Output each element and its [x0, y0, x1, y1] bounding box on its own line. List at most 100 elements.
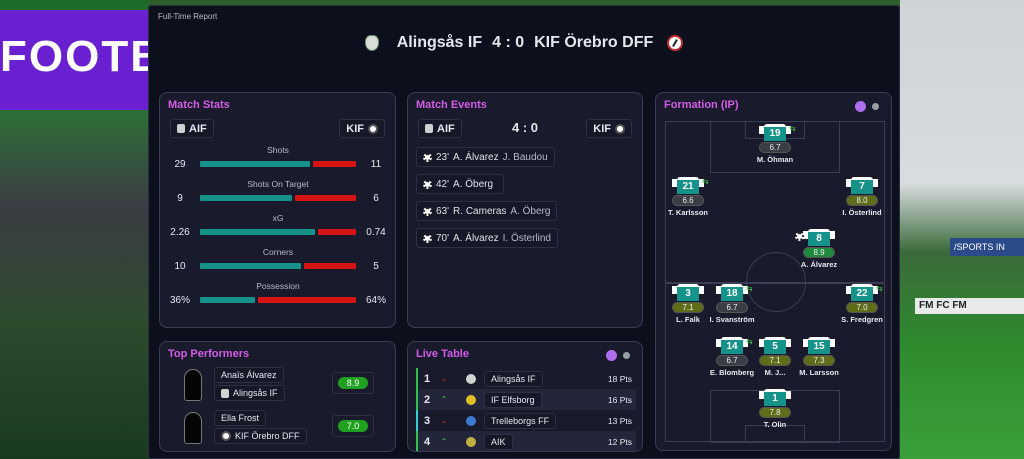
player-5[interactable]: 5 7.1 M. J... [745, 337, 805, 377]
shirt-icon: 19 [759, 124, 791, 141]
substitution-icon: ⇆ [746, 284, 753, 293]
table-position: 4 [423, 435, 431, 448]
player-rating: 7.8 [759, 407, 791, 418]
table-row[interactable]: 2 ⌃ IF Elfsborg 16 Pts [416, 389, 636, 410]
player-name: E. Blomberg [709, 368, 755, 377]
player-name: M. Öhman [756, 155, 794, 164]
event-assist: I. Österlind [502, 232, 551, 244]
top-performers-panel: Top Performers Anaïs Álvarez Alingsås IF… [159, 341, 396, 452]
player-rating: 8.0 [846, 195, 878, 206]
event-scorer: A. Álvarez [453, 232, 499, 244]
player-7[interactable]: 7 8.0 I. Österlind [832, 177, 892, 217]
name-text: Anaïs Álvarez [221, 370, 277, 380]
home-team-name: Alingsås IF [396, 34, 483, 51]
player-rating: 7.1 [672, 302, 704, 313]
avatar [184, 369, 202, 401]
away-bar [303, 263, 356, 269]
player-22[interactable]: 22 7.0 S. Fredgren ⇆ [832, 284, 892, 324]
player-3[interactable]: 3 7.1 L. Falk [658, 284, 718, 324]
player-8[interactable]: 8 8.9 A. Álvarez [789, 229, 849, 269]
shirt-number: 8 [816, 233, 822, 244]
stat-label: Corners [262, 247, 294, 257]
stat-label: Shots On Target [247, 179, 309, 189]
stat-away-value: 6 [373, 192, 379, 204]
player-rating: 7.0 [846, 302, 878, 313]
stat-label: Shots [267, 145, 289, 155]
goal-ball-icon [423, 179, 432, 189]
stat-home-value: 9 [177, 192, 183, 204]
stat-4: Possession 36% 64% [160, 281, 396, 307]
home-team-chip: AIF [418, 119, 462, 138]
avatar [184, 412, 202, 444]
home-bar [200, 297, 256, 303]
team-crest-icon [466, 436, 476, 447]
table-position: 2 [423, 393, 431, 406]
page-dot-active[interactable] [855, 101, 866, 112]
shirt-number: 22 [856, 288, 868, 299]
match-stats-panel: Match Stats AIF KIF Shots 29 11 Shots On… [159, 92, 396, 328]
event-scorer: A. Öberg [453, 178, 494, 190]
home-team-chip: AIF [170, 119, 214, 138]
table-position: 3 [423, 414, 431, 427]
player-21[interactable]: 21 6.6 T. Karlsson ⇆ [658, 177, 718, 217]
top-performer[interactable]: Anaïs Álvarez Alingsås IF 8.9 [160, 367, 396, 413]
goal-event[interactable]: 70' A. Álvarez I. Österlind [416, 228, 558, 248]
table-row[interactable]: 3 ⌄ Trelleborgs FF 13 Pts [416, 410, 636, 431]
performer-rating: 8.9 [338, 377, 368, 389]
table-team: Trelleborgs FF [484, 412, 557, 429]
player-1[interactable]: 1 7.8 T. Olin [745, 389, 805, 429]
stat-away-value: 5 [373, 260, 379, 272]
game-background-left: FOOTB [0, 0, 150, 459]
player-15[interactable]: 15 7.3 M. Larsson [789, 337, 849, 377]
table-row[interactable]: 4 ⌃ AIK 12 Pts [416, 431, 636, 451]
player-18[interactable]: 18 6.7 I. Svanström ⇆ [702, 284, 762, 324]
home-short: AIF [189, 122, 207, 135]
player-name: S. Fredgren [841, 315, 883, 324]
player-rating: 6.7 [716, 302, 748, 313]
player-rating: 6.6 [672, 195, 704, 206]
player-name: T. Karlsson [667, 208, 708, 217]
stat-home-value: 36% [169, 294, 190, 306]
goal-event[interactable]: 42' A. Öberg [416, 174, 505, 194]
top-performer[interactable]: Ella Frost KIF Örebro DFF 7.0 [160, 410, 396, 456]
panel-title: Formation (IP) [664, 99, 739, 111]
event-minute: 70' [436, 232, 450, 244]
event-scorer: A. Álvarez [453, 151, 499, 163]
substitution-icon: ⇆ [789, 124, 796, 133]
shirt-icon: 22 [846, 284, 878, 301]
team-text: Alingsås IF [233, 388, 278, 398]
player-19[interactable]: 19 6.7 M. Öhman ⇆ [745, 124, 805, 164]
performer-name: Anaïs Álvarez [214, 367, 284, 383]
stat-0: Shots 29 11 [160, 145, 396, 171]
event-minute: 42' [436, 178, 450, 190]
goal-ball-icon [795, 232, 804, 241]
game-background-right [900, 0, 1024, 459]
player-rating: 7.3 [803, 355, 835, 366]
player-rating: 8.9 [803, 247, 835, 258]
shirt-icon: 21 [672, 177, 704, 194]
shirt-icon: 1 [759, 389, 791, 406]
player-name: T. Olin [763, 420, 787, 429]
player-14[interactable]: 14 6.7 E. Blomberg ⇆ [702, 337, 762, 377]
ad-board-2: FM FC FM [915, 298, 1024, 314]
trend-up-icon: ⌃ [440, 395, 448, 404]
page-dot[interactable] [872, 103, 879, 110]
trend-up-icon: ⌃ [440, 437, 448, 446]
shirt-icon: 15 [803, 337, 835, 354]
table-row[interactable]: 1 ⌄ Alingsås IF 18 Pts [416, 368, 636, 389]
home-crest-icon [177, 124, 185, 133]
page-dot-active[interactable] [606, 350, 617, 361]
shirt-icon: 7 [846, 177, 878, 194]
team-crest-icon [466, 394, 476, 405]
home-bar [200, 263, 301, 269]
home-bar [200, 195, 292, 201]
name-text: Ella Frost [221, 413, 260, 423]
performer-team: Alingsås IF [214, 385, 285, 401]
goal-event[interactable]: 63' R. Cameras A. Öberg [416, 201, 558, 221]
goal-event[interactable]: 23' A. Álvarez J. Baudou [416, 147, 555, 167]
away-bar [294, 195, 356, 201]
page-dot[interactable] [623, 352, 630, 359]
away-short: KIF [593, 122, 611, 135]
stat-away-value: 64% [365, 294, 386, 306]
away-crest-icon [368, 123, 378, 134]
